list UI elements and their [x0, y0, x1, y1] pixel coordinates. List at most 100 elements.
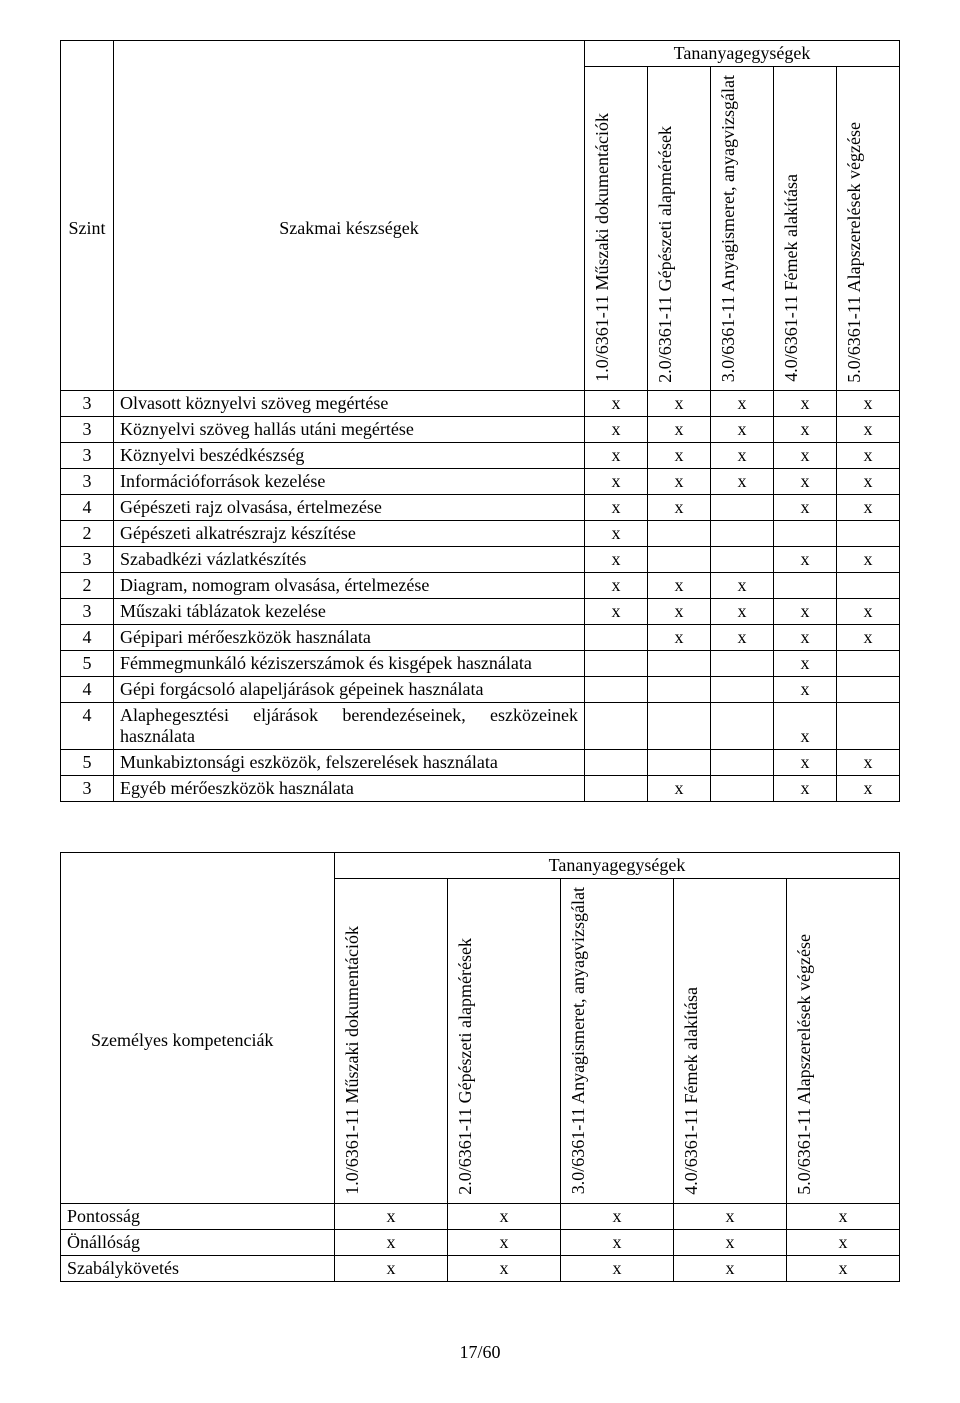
mark-cell: x [787, 1229, 900, 1255]
col-header-3: 3.0/6361-11 Anyagismeret, anyagvizsgálat [711, 67, 774, 391]
mark-cell: x [585, 521, 648, 547]
desc-header: Szakmai készségek [114, 67, 585, 391]
mark-cell: x [648, 495, 711, 521]
mark-cell [648, 703, 711, 750]
szint-cell: 5 [61, 651, 114, 677]
szint-cell: 2 [61, 573, 114, 599]
szint-cell: 4 [61, 495, 114, 521]
table-row: 3Egyéb mérőeszközök használataxxx [61, 776, 900, 802]
mark-cell: x [674, 1203, 787, 1229]
desc-cell: Információforrások kezelése [114, 469, 585, 495]
szint-cell: 5 [61, 750, 114, 776]
mark-cell: x [711, 443, 774, 469]
mark-cell [711, 776, 774, 802]
mark-cell: x [561, 1203, 674, 1229]
table-row: Önállóságxxxxx [61, 1229, 900, 1255]
page-number: 17/60 [60, 1342, 900, 1363]
desc-cell: Szabadkézi vázlatkészítés [114, 547, 585, 573]
col-header-4: 4.0/6361-11 Fémek alakítása [774, 67, 837, 391]
szint-cell: 3 [61, 469, 114, 495]
table-row: 4Gépi forgácsoló alapeljárások gépeinek … [61, 677, 900, 703]
desc-cell: Gépészeti rajz olvasása, értelmezése [114, 495, 585, 521]
szint-cell: 2 [61, 521, 114, 547]
table-row: 4Gépipari mérőeszközök használataxxxx [61, 625, 900, 651]
mark-cell [711, 703, 774, 750]
mark-cell: x [585, 443, 648, 469]
mark-cell: x [648, 443, 711, 469]
mark-cell: x [774, 469, 837, 495]
mark-cell: x [335, 1203, 448, 1229]
desc-cell: Olvasott köznyelvi szöveg megértése [114, 391, 585, 417]
mark-cell: x [648, 417, 711, 443]
mark-cell: x [774, 651, 837, 677]
mark-cell [837, 573, 900, 599]
col-header-2: 2.0/6361-11 Gépészeti alapmérések [648, 67, 711, 391]
mark-cell: x [837, 443, 900, 469]
table-row: Pontosságxxxxx [61, 1203, 900, 1229]
skills-table: Tananyagegységek Szint Szakmai készségek… [60, 40, 900, 802]
mark-cell: x [837, 495, 900, 521]
mark-cell: x [774, 443, 837, 469]
competencies-table: Tananyagegységek Személyes kompetenciák … [60, 852, 900, 1281]
table-row: 3Köznyelvi beszédkészségxxxxx [61, 443, 900, 469]
table-row: 3Műszaki táblázatok kezelésexxxxx [61, 599, 900, 625]
mark-cell: x [561, 1255, 674, 1281]
mark-cell: x [774, 547, 837, 573]
desc-cell: Gépészeti alkatrészrajz készítése [114, 521, 585, 547]
group-header: Tananyagegységek [585, 41, 900, 67]
mark-cell: x [774, 750, 837, 776]
mark-cell: x [674, 1255, 787, 1281]
table-header-row: Személyes kompetenciák 1.0/6361-11 Műsza… [61, 879, 900, 1203]
mark-cell [711, 521, 774, 547]
mark-cell: x [711, 573, 774, 599]
szint-cell: 4 [61, 677, 114, 703]
mark-cell: x [585, 599, 648, 625]
table-row: 3Szabadkézi vázlatkészítésxxx [61, 547, 900, 573]
mark-cell: x [837, 750, 900, 776]
mark-cell [585, 625, 648, 651]
mark-cell: x [448, 1229, 561, 1255]
col-header-1: 1.0/6361-11 Műszaki dokumentációk [585, 67, 648, 391]
table-row: 2Diagram, nomogram olvasása, értelmezése… [61, 573, 900, 599]
mark-cell [585, 750, 648, 776]
mark-cell [711, 495, 774, 521]
mark-cell [648, 547, 711, 573]
mark-cell [774, 521, 837, 547]
mark-cell: x [585, 573, 648, 599]
desc-cell: Pontosság [61, 1203, 335, 1229]
desc-cell: Egyéb mérőeszközök használata [114, 776, 585, 802]
mark-cell [837, 521, 900, 547]
mark-cell: x [774, 495, 837, 521]
mark-cell: x [648, 625, 711, 651]
mark-cell: x [335, 1255, 448, 1281]
mark-cell: x [648, 776, 711, 802]
szint-cell: 3 [61, 443, 114, 469]
mark-cell: x [585, 417, 648, 443]
desc-header-spacer [114, 41, 585, 67]
mark-cell: x [774, 625, 837, 651]
mark-cell: x [448, 1203, 561, 1229]
szint-header: Szint [61, 67, 114, 391]
mark-cell: x [837, 547, 900, 573]
desc-header: Személyes kompetenciák [61, 879, 335, 1203]
table-row: 4Alaphegesztési eljárások berendezéseine… [61, 703, 900, 750]
mark-cell [585, 703, 648, 750]
mark-cell: x [585, 547, 648, 573]
mark-cell [774, 573, 837, 599]
mark-cell: x [787, 1203, 900, 1229]
mark-cell [585, 677, 648, 703]
group-header: Tananyagegységek [335, 853, 900, 879]
mark-cell [711, 750, 774, 776]
mark-cell: x [774, 776, 837, 802]
col-header-2: 2.0/6361-11 Gépészeti alapmérések [448, 879, 561, 1203]
szint-cell: 3 [61, 599, 114, 625]
table-row: 2Gépészeti alkatrészrajz készítésex [61, 521, 900, 547]
table-row: 5Fémmegmunkáló kéziszerszámok és kisgépe… [61, 651, 900, 677]
mark-cell [711, 651, 774, 677]
mark-cell [711, 547, 774, 573]
szint-cell: 3 [61, 776, 114, 802]
mark-cell: x [837, 776, 900, 802]
desc-cell: Köznyelvi szöveg hallás utáni megértése [114, 417, 585, 443]
szint-cell: 3 [61, 391, 114, 417]
desc-cell: Diagram, nomogram olvasása, értelmezése [114, 573, 585, 599]
